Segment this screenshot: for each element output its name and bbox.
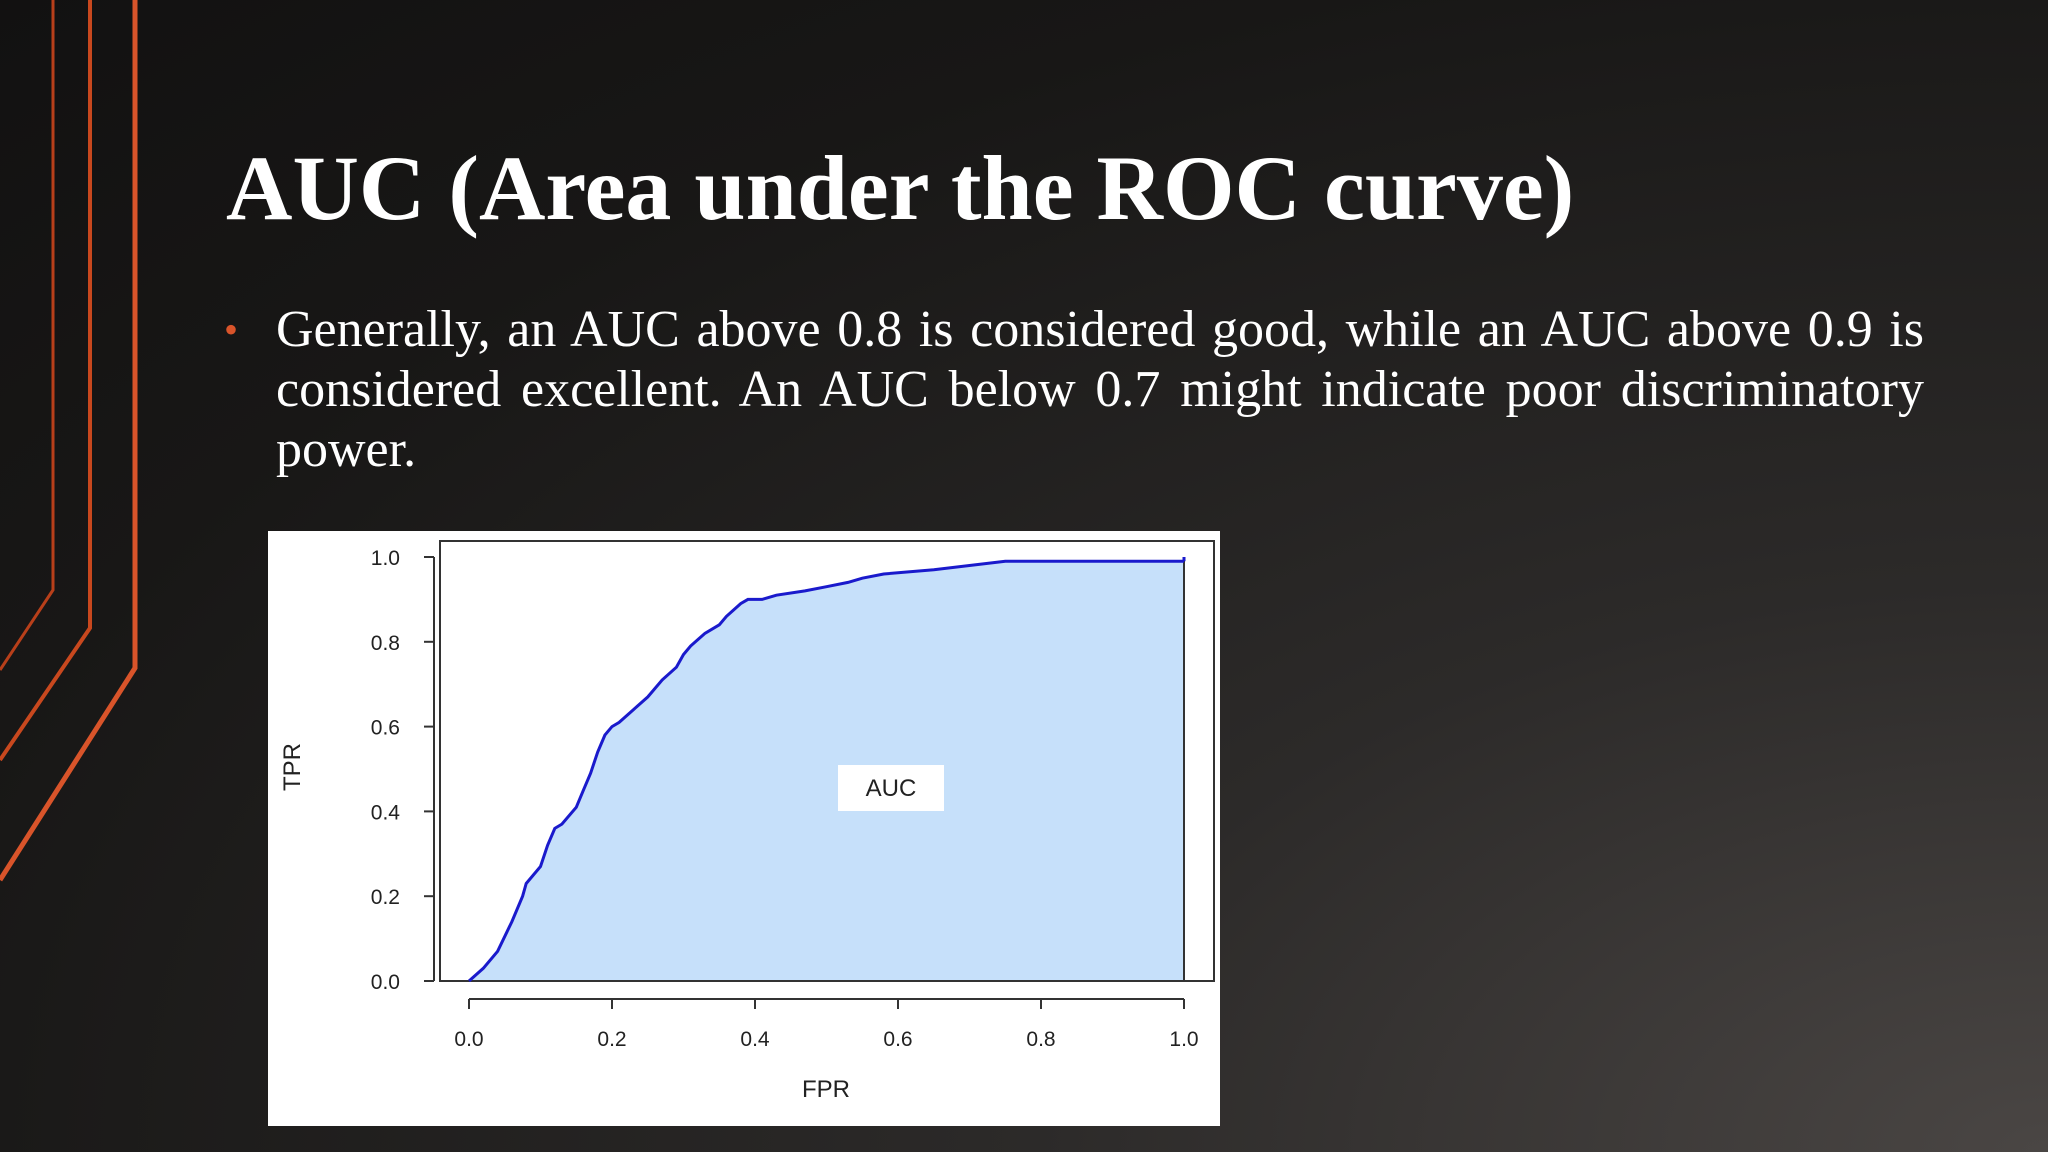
bullet-text: Generally, an AUC above 0.8 is considere… [276,301,1924,478]
y-tick-label: 0.8 [371,632,400,655]
bullet-item: • Generally, an AUC above 0.8 is conside… [224,300,1924,480]
bullet-dot-icon: • [224,307,239,352]
x-axis-label: FPR [802,1076,850,1103]
auc-annotation-label: AUC [866,775,917,802]
roc-curve-line [468,557,1186,983]
y-tick-label: 0.0 [371,971,400,994]
x-axis: 0.0 0.2 0.4 0.6 0.8 1.0 [454,998,1199,1051]
y-tick-label: 0.2 [371,886,400,909]
slide-title: AUC (Area under the ROC curve) [226,137,1575,239]
x-tick-label: 0.6 [883,1028,912,1051]
x-tick-label: 0.8 [1026,1028,1055,1051]
y-axis-label: TPR [279,743,306,791]
x-tick-label: 1.0 [1169,1028,1198,1051]
y-tick-label: 1.0 [371,547,400,570]
y-tick-label: 0.6 [371,717,400,740]
auc-label-box [838,765,944,811]
roc-chart: 0.0 0.2 0.4 0.6 0.8 1.0 0.0 0.2 0.4 0.6 0.8 1.0 FP… [268,531,1220,1126]
x-tick-label: 0.2 [597,1028,626,1051]
roc-chart-svg: 0.0 0.2 0.4 0.6 0.8 1.0 0.0 0.2 0.4 0.6 0.8 1.0 FP… [279,540,1215,1103]
x-tick-label: 0.4 [740,1028,770,1051]
y-tick-label: 0.4 [371,801,401,824]
auc-area [469,557,1184,981]
y-axis: 0.0 0.2 0.4 0.6 0.8 1.0 [371,547,435,994]
x-tick-label: 0.0 [454,1028,483,1051]
